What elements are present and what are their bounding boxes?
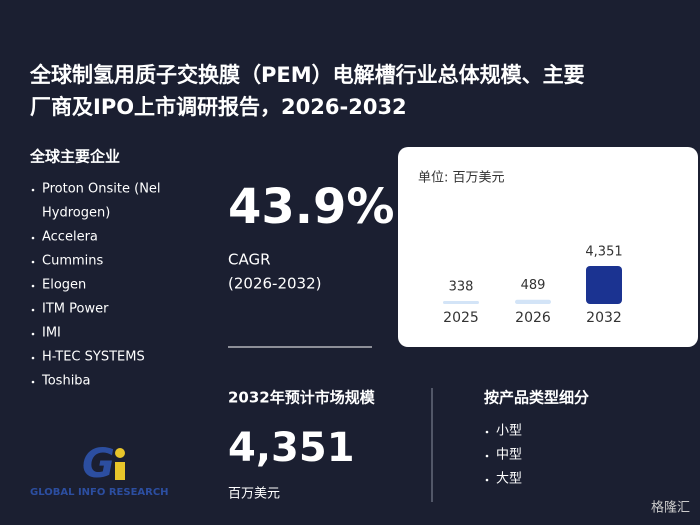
segment: 小型	[496, 424, 522, 439]
company: Toshiba	[41, 374, 91, 389]
bullet	[485, 478, 489, 482]
bullet	[31, 356, 35, 360]
bullet	[31, 380, 35, 384]
value-label: 4,351	[585, 245, 622, 260]
x-tick-label: 2025	[443, 310, 479, 326]
bullet	[31, 188, 35, 192]
unit-label: 单位: 百万美元	[418, 171, 505, 186]
bar	[443, 301, 479, 304]
company: Cummins	[42, 254, 103, 269]
chart-card	[398, 147, 698, 347]
source-mark: 格隆汇	[651, 500, 690, 516]
market-value: 4,351	[228, 425, 355, 471]
bullet	[31, 284, 35, 288]
bullet	[31, 236, 35, 240]
company: ITM Power	[42, 302, 109, 317]
segment: 中型	[496, 448, 522, 463]
company: Accelera	[42, 230, 98, 245]
cagr-value: 43.9%	[228, 179, 395, 235]
companies-list: Proton Onsite (Nel Hydrogen) Accelera Cummi…	[31, 182, 161, 389]
bar	[586, 266, 622, 304]
bullet	[31, 260, 35, 264]
cagr-period: (2026-2032)	[228, 275, 321, 293]
bar	[515, 299, 551, 304]
segment: 大型	[496, 472, 522, 487]
company: Hydrogen)	[42, 206, 110, 221]
bullet	[31, 308, 35, 312]
logo-bar	[115, 462, 125, 480]
company: Elogen	[42, 278, 86, 293]
title-line: 全球制氢用质子交换膜（PEM）电解槽行业总体规模、主要	[29, 63, 585, 87]
bullet	[485, 430, 489, 434]
market-unit: 百万美元	[228, 487, 280, 502]
title-line: 厂商及IPO上市调研报告，2026-2032	[30, 95, 407, 119]
bullet	[485, 454, 489, 458]
logo-glyph: G	[82, 441, 115, 487]
x-tick-label: 2026	[515, 310, 551, 326]
segments-heading: 按产品类型细分	[484, 389, 589, 407]
cagr-label: CAGR	[228, 251, 271, 269]
logo-dot	[115, 448, 125, 458]
market-heading: 2032年预计市场规模	[228, 389, 376, 407]
company: IMI	[42, 326, 61, 341]
x-tick-label: 2032	[586, 310, 622, 326]
bullet	[31, 332, 35, 336]
logo-text: GLOBAL INFO RESEARCH	[30, 487, 169, 498]
value-label: 489	[521, 278, 546, 293]
company: H-TEC SYSTEMS	[42, 350, 145, 365]
bar-chart: 338 2025 489 2026 4,351 2032	[443, 245, 623, 326]
company: Proton Onsite (Nel	[42, 182, 161, 197]
companies-heading: 全球主要企业	[29, 148, 120, 166]
value-label: 338	[449, 280, 474, 295]
logo: G GLOBAL INFO RESEARCH	[30, 441, 169, 498]
